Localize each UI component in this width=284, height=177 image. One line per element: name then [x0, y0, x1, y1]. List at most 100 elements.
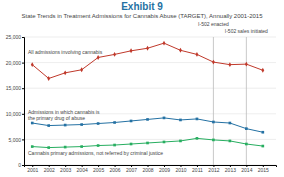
- x-tick-label: 2003: [60, 167, 71, 173]
- series-marker: [47, 76, 50, 81]
- series-marker: [31, 145, 34, 148]
- series-marker: [130, 143, 133, 146]
- x-axis: 2001 2002 2003 2004 2005 2006 2007 2008 2009 2010…: [25, 165, 277, 173]
- series-marker: [212, 139, 215, 142]
- x-tick-label: 2008: [142, 167, 153, 173]
- x-tick: 2008: [142, 165, 153, 173]
- series-marker: [64, 124, 67, 127]
- vertical-line-label: I-502 sales initiated: [225, 28, 268, 34]
- series-marker: [64, 146, 67, 149]
- series-marker: [179, 119, 182, 122]
- series-marker: [130, 48, 133, 53]
- plot-area: [31, 37, 264, 165]
- y-tick-label: 5,000: [8, 137, 21, 143]
- grid-line: [24, 62, 276, 63]
- series-label: Cannabis primary admissions, not referre…: [28, 150, 163, 156]
- x-tick-label: 2014: [241, 167, 252, 173]
- grid-line: [24, 88, 276, 89]
- x-tick-label: 2007: [126, 167, 137, 173]
- series-marker: [179, 48, 182, 53]
- series-marker: [196, 52, 199, 57]
- series-marker: [179, 140, 182, 143]
- x-tick: 2007: [126, 165, 137, 173]
- y-tick-label: 10,000: [6, 111, 22, 117]
- y-tick: 5,000: [8, 137, 24, 143]
- y-tick: 20,000: [6, 60, 24, 66]
- x-tick: 2010: [175, 165, 186, 173]
- x-tick: 2004: [77, 165, 88, 173]
- series-marker: [261, 68, 264, 73]
- series-marker: [228, 62, 231, 67]
- x-tick-label: 2015: [258, 167, 269, 173]
- y-axis-line: [22, 38, 25, 166]
- y-tick-mark: [22, 88, 24, 89]
- series-marker: [245, 62, 248, 67]
- y-tick-label: 25,000: [6, 34, 22, 40]
- x-tick: 2002: [44, 165, 55, 173]
- series-marker: [245, 143, 248, 146]
- series-marker: [80, 145, 83, 148]
- series-line: [32, 43, 263, 78]
- y-tick: 15,000: [6, 85, 24, 91]
- series-marker: [146, 142, 149, 145]
- series-marker: [113, 121, 116, 124]
- series-marker: [97, 122, 100, 125]
- x-tick: 2003: [60, 165, 71, 173]
- series-marker: [212, 121, 215, 124]
- series-label: All admissions involving cannabis: [28, 49, 103, 55]
- y-tick-mark: [22, 114, 24, 115]
- x-tick: 2015: [258, 165, 269, 173]
- series-marker: [146, 46, 149, 51]
- series-marker: [47, 146, 50, 149]
- x-tick: 2014: [241, 165, 252, 173]
- y-tick-mark: [22, 63, 24, 64]
- vertical-line-label: I-502 enacted: [198, 21, 229, 27]
- vertical-line: [246, 37, 247, 165]
- series-marker: [262, 131, 265, 134]
- x-tick: 2012: [208, 165, 219, 173]
- series-marker: [212, 60, 215, 65]
- x-tick-label: 2012: [208, 167, 219, 173]
- series-marker: [80, 123, 83, 126]
- title: Exhibit 9: [121, 1, 163, 12]
- grid: [24, 37, 276, 165]
- x-tick-label: 2011: [192, 167, 203, 173]
- chart: Exhibit 9State Trends in Treatment Admis…: [0, 0, 284, 177]
- series-marker: [130, 120, 133, 123]
- series-marker: [113, 144, 116, 147]
- series-marker: [163, 141, 166, 144]
- series-marker: [229, 122, 232, 125]
- y-tick-label: 15,000: [6, 85, 22, 91]
- x-tick-label: 2004: [77, 167, 88, 173]
- y-tick-mark: [22, 139, 24, 140]
- x-tick-label: 2009: [159, 167, 170, 173]
- y-tick-label: 0: [18, 162, 21, 168]
- series-label: Admissions in which cannabis isthe prima…: [28, 109, 100, 121]
- series-marker: [64, 70, 67, 75]
- x-tick-label: 2005: [93, 167, 104, 173]
- series-marker: [196, 118, 199, 121]
- x-tick-label: 2001: [27, 167, 38, 173]
- y-tick: 0: [18, 162, 24, 168]
- series-marker: [47, 124, 50, 127]
- x-tick-label: 2002: [44, 167, 55, 173]
- series-marker: [31, 62, 34, 67]
- series-marker: [80, 67, 83, 72]
- series-marker: [245, 127, 248, 130]
- series-marker: [163, 41, 166, 46]
- grid-line: [24, 139, 276, 140]
- x-tick: 2011: [192, 165, 203, 173]
- y-tick-mark: [22, 37, 24, 38]
- y-tick-mark: [22, 165, 24, 166]
- x-tick: 2001: [27, 165, 38, 173]
- subtitle: State Trends in Treatment Admissions for…: [21, 13, 263, 19]
- series-marker: [262, 145, 265, 148]
- series-marker: [31, 122, 34, 125]
- series-marker: [97, 55, 100, 60]
- grid-line: [24, 37, 276, 38]
- x-tick: 2006: [110, 165, 121, 173]
- series-marker: [113, 52, 116, 57]
- x-tick-label: 2010: [175, 167, 186, 173]
- y-tick: 25,000: [6, 34, 24, 40]
- series-marker: [146, 118, 149, 121]
